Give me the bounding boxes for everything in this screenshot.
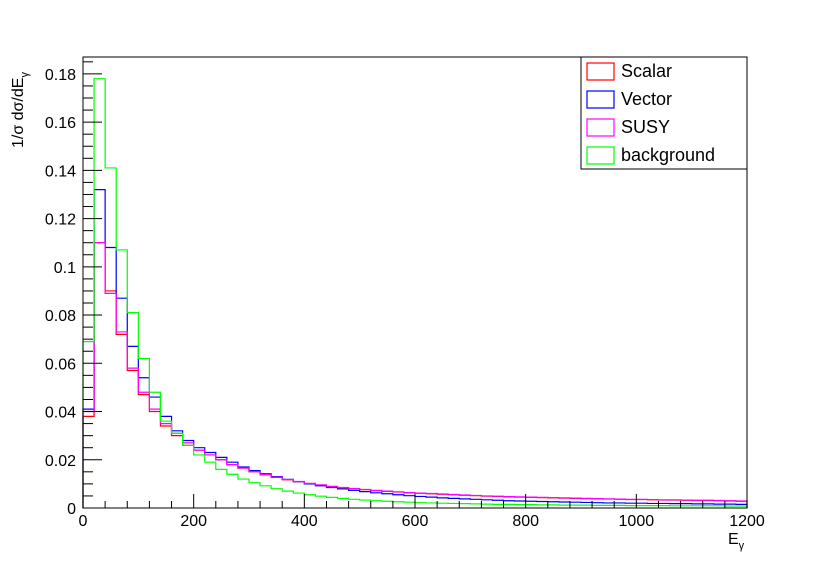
y-tick-label: 0 (67, 501, 76, 518)
x-axis-tick-labels: 0 200 400 600 800 1000 1200 (79, 513, 765, 530)
y-tick-label: 0.12 (45, 212, 76, 229)
x-axis-ticks (82, 494, 748, 508)
y-tick-label: 0.1 (54, 260, 76, 277)
histogram-background-line (82, 78, 748, 508)
x-tick-label: 800 (512, 513, 539, 530)
x-tick-label: 200 (180, 513, 207, 530)
x-tick-label: 400 (291, 513, 318, 530)
histogram-series-layer (82, 78, 748, 508)
legend-label-susy: SUSY (621, 117, 670, 137)
y-axis-ticks (83, 61, 102, 509)
legend-label-scalar: Scalar (621, 61, 672, 81)
legend-entries: Scalar Vector SUSY background (586, 61, 715, 165)
legend: Scalar Vector SUSY background (580, 56, 748, 170)
y-tick-label: 0.16 (45, 115, 76, 132)
x-axis-label: Eγ (728, 531, 745, 552)
legend-label-background: background (621, 145, 715, 165)
y-tick-label: 0.02 (45, 453, 76, 470)
legend-swatch-susy (586, 118, 615, 137)
y-tick-label: 0.14 (45, 163, 76, 180)
x-tick-label: 600 (402, 513, 429, 530)
histogram-susy-line (82, 242, 748, 508)
legend-label-vector: Vector (621, 89, 672, 109)
histogram-vector-line (82, 189, 748, 508)
y-axis-tick-labels: 0 0.02 0.04 0.06 0.08 0.1 0.12 0.14 0.16 0.18 (45, 67, 76, 518)
legend-swatch-scalar (586, 62, 615, 81)
legend-swatch-background (586, 146, 615, 165)
y-tick-label: 0.06 (45, 356, 76, 373)
x-tick-label: 1000 (619, 513, 655, 530)
x-tick-label: 0 (79, 513, 88, 530)
x-tick-label: 1200 (729, 513, 765, 530)
y-tick-label: 0.08 (45, 308, 76, 325)
y-tick-label: 0.18 (45, 67, 76, 84)
legend-swatch-vector (586, 90, 615, 109)
y-axis-label: 1/σ dσ/dEγ (10, 72, 31, 148)
y-axis-label-subscript: γ (19, 72, 31, 78)
y-tick-label: 0.04 (45, 405, 76, 422)
x-axis-label-subscript: γ (739, 540, 745, 552)
